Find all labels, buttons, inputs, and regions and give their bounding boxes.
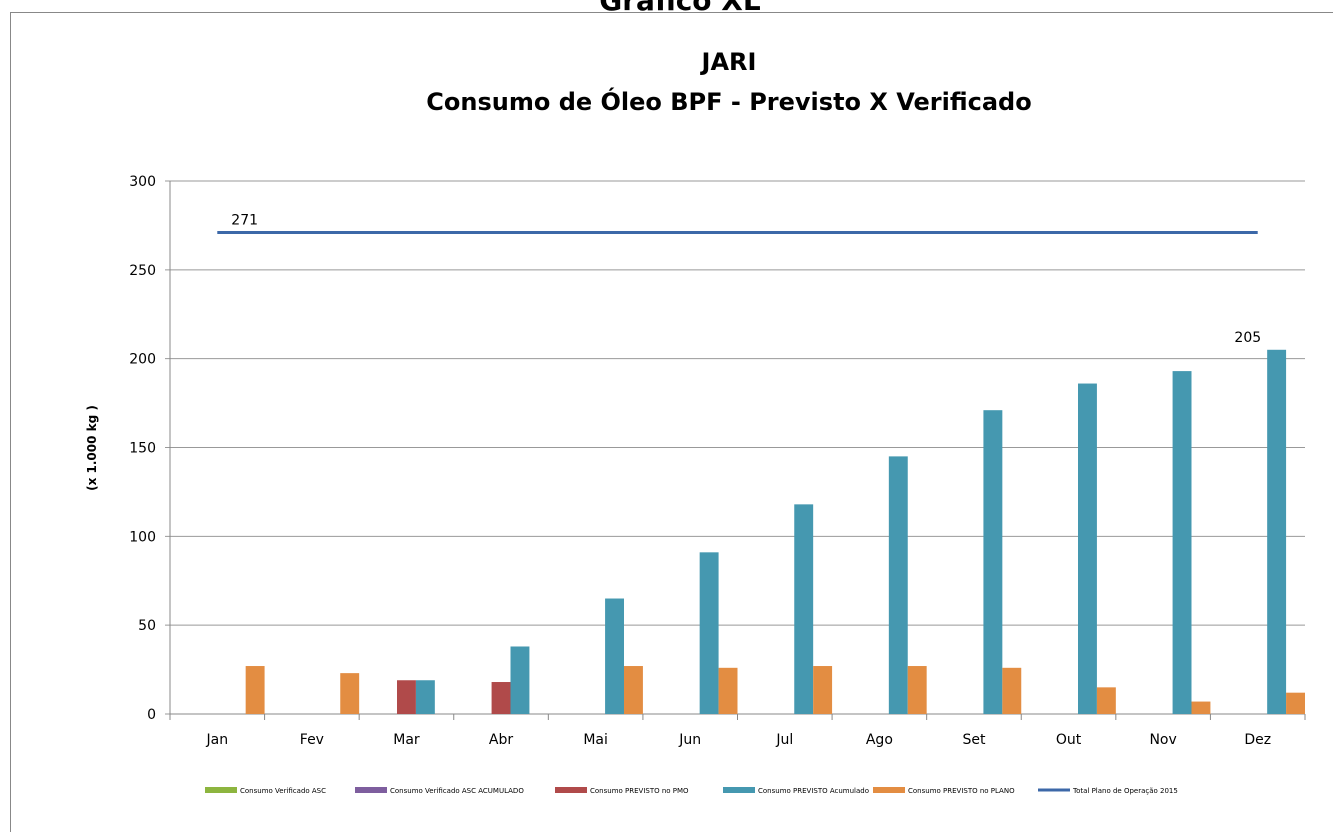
bar bbox=[245, 666, 265, 714]
x-tick-label: Abr bbox=[489, 732, 513, 748]
bar bbox=[1172, 371, 1192, 714]
bar bbox=[1096, 687, 1116, 714]
x-tick-label: Out bbox=[1056, 732, 1082, 748]
y-tick-label: 200 bbox=[129, 352, 156, 368]
x-tick-label: Set bbox=[962, 732, 986, 748]
bar bbox=[397, 680, 416, 714]
chart-border bbox=[10, 12, 1333, 832]
y-axis-label: (x 1.000 kg ) bbox=[85, 405, 99, 491]
bar bbox=[605, 598, 624, 714]
bar bbox=[1267, 349, 1287, 714]
data-label: 205 bbox=[1234, 330, 1261, 346]
bar bbox=[340, 673, 360, 714]
header-title: Gráfico XL bbox=[599, 0, 761, 17]
data-label: 271 bbox=[231, 213, 258, 229]
bar bbox=[718, 667, 738, 714]
bar bbox=[794, 504, 814, 714]
legend-label: Consumo PREVISTO no PMO bbox=[590, 787, 689, 795]
x-tick-label: Jul bbox=[775, 732, 793, 748]
bar bbox=[415, 680, 435, 714]
x-tick-label: Jun bbox=[678, 732, 701, 748]
bar bbox=[1078, 383, 1097, 714]
bar bbox=[888, 456, 908, 714]
y-tick-label: 50 bbox=[138, 618, 156, 634]
y-tick-label: 300 bbox=[129, 174, 156, 190]
x-tick-label: Mai bbox=[583, 732, 608, 748]
x-tick-label: Fev bbox=[300, 732, 324, 748]
chart-title: JARI bbox=[700, 48, 757, 76]
legend-label: Consumo Verificado ASC ACUMULADO bbox=[390, 787, 524, 795]
x-tick-label: Jan bbox=[205, 732, 228, 748]
bar bbox=[624, 666, 643, 714]
bar bbox=[699, 552, 719, 714]
bar bbox=[510, 646, 530, 714]
x-tick-label: Ago bbox=[866, 732, 893, 748]
y-tick-label: 100 bbox=[129, 529, 156, 545]
chart-subtitle: Consumo de Óleo BPF - Previsto X Verific… bbox=[426, 86, 1031, 116]
bar bbox=[813, 666, 833, 714]
bar bbox=[907, 666, 927, 714]
legend-swatch bbox=[205, 787, 237, 793]
x-tick-label: Dez bbox=[1244, 732, 1271, 748]
x-tick-label: Nov bbox=[1149, 732, 1176, 748]
legend-label: Consumo PREVISTO no PLANO bbox=[908, 787, 1015, 795]
legend-swatch bbox=[723, 787, 755, 793]
legend-label: Total Plano de Operação 2015 bbox=[1072, 787, 1178, 795]
x-tick-label: Mar bbox=[393, 732, 420, 748]
y-tick-label: 150 bbox=[129, 441, 156, 457]
legend-swatch bbox=[355, 787, 387, 793]
legend-label: Consumo Verificado ASC bbox=[240, 787, 326, 795]
bar bbox=[983, 410, 1003, 714]
legend-swatch bbox=[873, 787, 905, 793]
legend-swatch bbox=[555, 787, 587, 793]
y-tick-label: 0 bbox=[147, 707, 156, 723]
y-tick-label: 250 bbox=[129, 263, 156, 279]
bar bbox=[1191, 701, 1211, 714]
bar bbox=[491, 682, 511, 714]
legend-label: Consumo PREVISTO Acumulado bbox=[758, 787, 869, 795]
bar bbox=[1002, 667, 1022, 714]
bar bbox=[1286, 692, 1305, 714]
